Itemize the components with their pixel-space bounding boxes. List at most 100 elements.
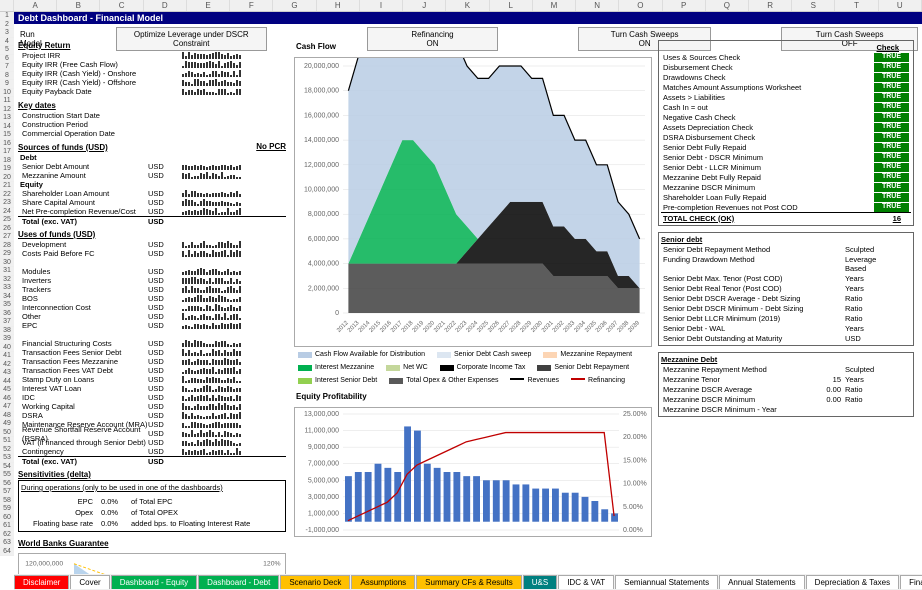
svg-text:2,000,000: 2,000,000 <box>308 285 339 292</box>
data-row: Construction Period <box>18 120 286 129</box>
cashflow-title: Cash Flow <box>294 40 652 53</box>
data-row: InvertersUSD <box>18 276 286 285</box>
data-row: Financial Structuring CostsUSD <box>18 339 286 348</box>
svg-text:0: 0 <box>335 310 339 317</box>
sheet-tab[interactable]: Dashboard - Debt <box>198 575 279 589</box>
data-row: Working CapitalUSD <box>18 402 286 411</box>
info-row: Mezzanine Repayment MethodSculpted <box>661 364 911 374</box>
spreadsheet-body: Debt Dashboard - Financial Model Run Mod… <box>14 12 922 574</box>
data-row: Transaction Fees Senior DebtUSD <box>18 348 286 357</box>
cashflow-chart: 0 2,000,000 4,000,000 6,000,000 8,000,000 10,… <box>294 57 652 347</box>
legend-item: Senior Debt Cash sweep <box>437 351 531 358</box>
check-row: Uses & Sources CheckTRUE <box>661 52 911 62</box>
total-check-value: 16 <box>893 214 909 223</box>
data-row: TrackersUSD <box>18 285 286 294</box>
uses-total-label: Total (exc. VAT) <box>18 457 148 466</box>
data-row: Transaction Fees VAT DebtUSD <box>18 366 286 375</box>
check-row: Senior Debt - LLCR MinimumTRUE <box>661 162 911 172</box>
cashflow-legend: Cash Flow Available for DistributionSeni… <box>294 347 652 388</box>
checks-panel: Check Uses & Sources CheckTRUEDisburseme… <box>658 40 914 226</box>
svg-text:10.00%: 10.00% <box>623 481 647 488</box>
data-row: Costs Paid Before FCUSD <box>18 249 286 258</box>
sheet-tab[interactable]: Annual Statements <box>719 575 805 589</box>
sheet-tab[interactable]: Scenario Deck <box>280 575 350 589</box>
senior-debt-panel: Senior debt Senior Debt Repayment Method… <box>658 232 914 346</box>
sensitivities-header: Sensitivities (delta) <box>18 469 286 480</box>
data-row: Construction Start Date <box>18 111 286 120</box>
svg-text:25.00%: 25.00% <box>623 411 647 418</box>
svg-text:18,000,000: 18,000,000 <box>304 88 339 95</box>
sheet-tab[interactable]: Cover <box>70 575 109 589</box>
info-row: Senior Debt DSCR Minimum - Debt SizingRa… <box>661 303 911 313</box>
sheet-tab[interactable]: Summary CFs & Results <box>416 575 522 589</box>
svg-text:4,000,000: 4,000,000 <box>308 261 339 268</box>
check-row: Matches Amount Assumptions WorksheetTRUE <box>661 82 911 92</box>
svg-text:3,000,000: 3,000,000 <box>308 494 339 501</box>
svg-text:16,000,000: 16,000,000 <box>304 112 339 119</box>
sheet-tab[interactable]: Disclaimer <box>14 575 69 589</box>
data-row: VAT (if financed through Senior Debt)USD <box>18 438 286 447</box>
no-pcr-label: No PCR <box>256 142 286 153</box>
legend-item: Revenues <box>510 377 559 384</box>
row-numbers: 1234567891011121314151617181920212223242… <box>0 12 14 556</box>
check-row: Senior Debt Fully RepaidTRUE <box>661 142 911 152</box>
legend-item: Senior Debt Repayment <box>537 364 629 371</box>
svg-text:12,000,000: 12,000,000 <box>304 162 339 169</box>
wbg-chart: 120,000,000 100,000,000 80,000,000 60,00… <box>18 553 286 574</box>
data-row: DSRAUSD <box>18 411 286 420</box>
info-row: Senior Debt Max. Tenor (Post COD)Years <box>661 273 911 283</box>
info-row: Senior Debt DSCR Average - Debt SizingRa… <box>661 293 911 303</box>
data-row: Net Pre-completion Revenue/CostUSD <box>18 207 286 216</box>
svg-text:8,000,000: 8,000,000 <box>308 211 339 218</box>
senior-debt-header: Senior debt <box>661 235 911 244</box>
data-row: Equity IRR (Free Cash Flow) <box>18 60 286 69</box>
svg-text:120%: 120% <box>263 561 280 568</box>
data-row: Shareholder Loan AmountUSD <box>18 189 286 198</box>
sheet-tab[interactable]: Financing <box>900 575 922 589</box>
svg-text:14,000,000: 14,000,000 <box>304 137 339 144</box>
check-row: Senior Debt - DSCR MinimumTRUE <box>661 152 911 162</box>
info-row: Mezzanine Tenor15Years <box>661 374 911 384</box>
info-row: Senior Debt Outstanding at MaturityUSD <box>661 333 911 343</box>
legend-item: Net WC <box>386 364 428 371</box>
data-row: BOSUSD <box>18 294 286 303</box>
sheet-tabs[interactable]: DisclaimerCoverDashboard - EquityDashboa… <box>14 574 922 590</box>
svg-text:6,000,000: 6,000,000 <box>308 236 339 243</box>
check-row: DSRA Disbursement CheckTRUE <box>661 132 911 142</box>
equity-prof-chart: -1,000,0001,000,0003,000,0005,000,0007,0… <box>294 407 652 537</box>
svg-text:5,000,000: 5,000,000 <box>308 477 339 484</box>
sheet-tab[interactable]: Depreciation & Taxes <box>806 575 899 589</box>
legend-item: Interest Senior Debt <box>298 377 377 384</box>
legend-item: Corporate Income Tax <box>440 364 526 371</box>
svg-text:5.00%: 5.00% <box>623 504 643 511</box>
svg-text:15.00%: 15.00% <box>623 457 647 464</box>
check-header: Check <box>661 43 911 52</box>
data-row: Mezzanine AmountUSD <box>18 171 286 180</box>
check-row: Drawdowns CheckTRUE <box>661 72 911 82</box>
data-row: Equity IRR (Cash Yield) - Onshore <box>18 69 286 78</box>
data-row: IDCUSD <box>18 393 286 402</box>
data-row: Stamp Duty on LoansUSD <box>18 375 286 384</box>
svg-text:11,000,000: 11,000,000 <box>304 428 339 435</box>
svg-text:20,000,000: 20,000,000 <box>304 63 339 70</box>
sheet-tab[interactable]: Assumptions <box>351 575 415 589</box>
sheet-tab[interactable]: IDC & VAT <box>558 575 614 589</box>
svg-text:10,000,000: 10,000,000 <box>304 187 339 194</box>
data-row: Commercial Operation Date <box>18 129 286 138</box>
equity-subheader: Equity <box>18 180 286 189</box>
info-row: Senior Debt LLCR Minimum (2019)Ratio <box>661 313 911 323</box>
sheet-tab[interactable]: Semiannual Statements <box>615 575 718 589</box>
svg-text:9,000,000: 9,000,000 <box>308 444 339 451</box>
legend-item: Mezzanine Repayment <box>543 351 632 358</box>
check-row: Disbursement CheckTRUE <box>661 62 911 72</box>
uses-header: Uses of funds (USD) <box>18 229 286 240</box>
sheet-tab[interactable]: Dashboard - Equity <box>111 575 197 589</box>
legend-item: Interest Mezzanine <box>298 364 374 371</box>
data-row: OtherUSD <box>18 312 286 321</box>
legend-item: Total Opex & Other Expenses <box>389 377 498 384</box>
sheet-tab[interactable]: U&S <box>523 575 557 589</box>
data-row: ContingencyUSD <box>18 447 286 456</box>
data-row: Share Capital AmountUSD <box>18 198 286 207</box>
info-row: Mezzanine DSCR Minimum - Year <box>661 404 911 414</box>
svg-text:120,000,000: 120,000,000 <box>25 561 63 568</box>
